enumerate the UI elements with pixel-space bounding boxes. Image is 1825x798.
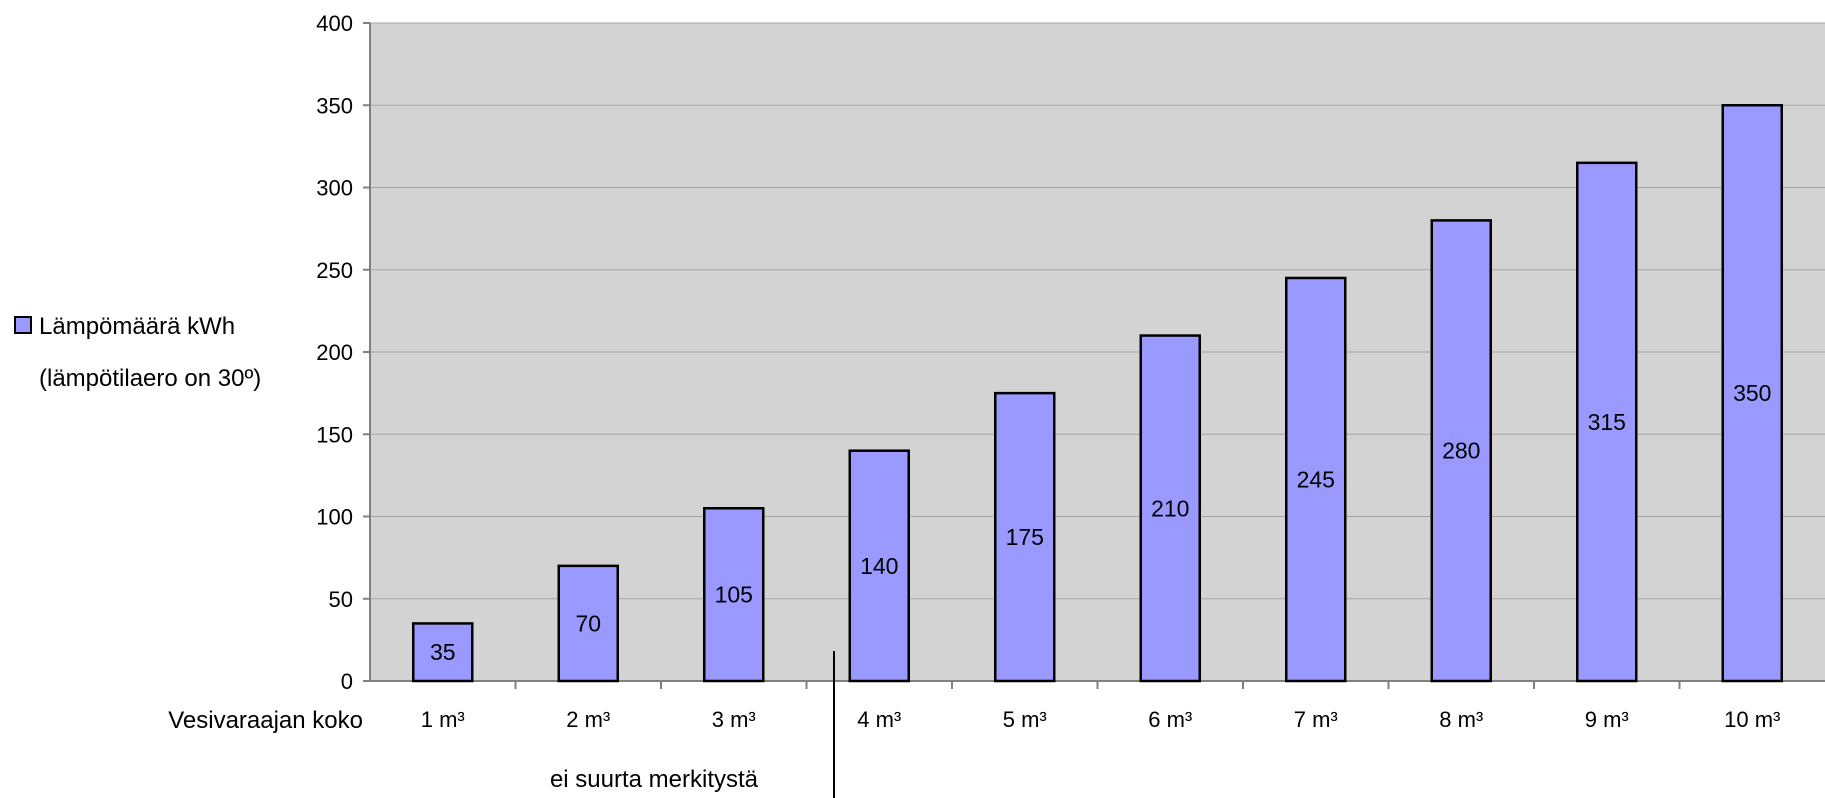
y-tick-label: 350 <box>316 93 353 118</box>
bar-value-label: 210 <box>1151 495 1189 521</box>
bar <box>703 507 765 683</box>
bar-value-label: 245 <box>1297 466 1335 492</box>
y-tick-label: 0 <box>341 669 353 694</box>
bar <box>994 391 1056 683</box>
bar-value-label: 140 <box>860 553 898 579</box>
bar-value-label: 315 <box>1588 409 1626 435</box>
bar <box>1285 276 1347 683</box>
x-tick-label: 2 m³ <box>566 707 610 732</box>
bar <box>412 622 474 683</box>
y-tick-label: 250 <box>316 258 353 283</box>
bar <box>1721 104 1783 683</box>
annotation: ei suurta merkitystä <box>550 651 835 798</box>
y-tick-label: 400 <box>316 11 353 36</box>
x-tick-label: 5 m³ <box>1003 707 1047 732</box>
x-tick-label: 1 m³ <box>421 707 465 732</box>
bar-value-label: 35 <box>430 639 456 665</box>
legend-sublabel: (lämpötilaero on 30º) <box>39 365 261 392</box>
y-tick-label: 200 <box>316 340 353 365</box>
y-tick-label: 50 <box>329 587 353 612</box>
x-tick-label: 3 m³ <box>712 707 756 732</box>
x-tick-label: 10 m³ <box>1724 707 1780 732</box>
y-tick-labels: 0 50 100 150 200 250 300 350 400 <box>316 11 370 694</box>
x-tick-label: 8 m³ <box>1439 707 1483 732</box>
bar <box>1139 334 1201 683</box>
bar <box>1430 219 1492 683</box>
bar <box>1576 161 1638 683</box>
bar-value-label: 350 <box>1733 380 1771 406</box>
x-axis-title: Vesivaraajan koko <box>168 707 363 734</box>
x-tick-label: 6 m³ <box>1148 707 1192 732</box>
bar-value-label: 105 <box>715 582 753 608</box>
bar-value-label: 175 <box>1006 524 1044 550</box>
y-tick-label: 100 <box>316 505 353 530</box>
bars: 35 70 105 140 175 210 245 280 315 350 <box>412 104 1783 683</box>
x-tick-label: 9 m³ <box>1585 707 1629 732</box>
bar <box>557 564 619 683</box>
y-tick-label: 150 <box>316 422 353 447</box>
bar-value-label: 280 <box>1442 438 1480 464</box>
annotation-text: ei suurta merkitystä <box>550 766 759 793</box>
x-tick-labels: 1 m³ 2 m³ 3 m³ 4 m³ 5 m³ 6 m³ 7 m³ 8 m³ 9 m³ 10 m… <box>421 681 1780 732</box>
bar-value-label: 70 <box>575 610 601 636</box>
bar <box>848 449 910 683</box>
legend: Lämpömäärä kWh (lämpötilaero on 30º) <box>14 313 261 392</box>
legend-label: Lämpömäärä kWh <box>39 313 235 340</box>
legend-swatch <box>14 316 32 334</box>
y-tick-label: 300 <box>316 176 353 201</box>
x-tick-label: 7 m³ <box>1294 707 1338 732</box>
x-tick-label: 4 m³ <box>857 707 901 732</box>
